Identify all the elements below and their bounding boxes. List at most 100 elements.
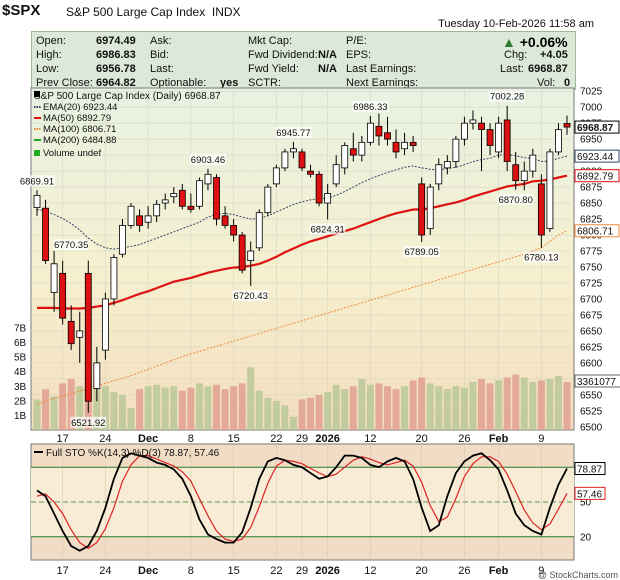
candle-body xyxy=(264,186,272,214)
volume-tick-label: 6B xyxy=(14,338,27,349)
price-annotation: 6780.13 xyxy=(524,253,558,264)
volume-bar xyxy=(409,380,417,430)
sto-x-axis-label: 24 xyxy=(99,565,111,577)
volume-bar xyxy=(230,386,238,430)
annotation-bg xyxy=(489,90,526,102)
price-tick-label: 6975 xyxy=(580,119,603,130)
candle-body xyxy=(238,234,246,271)
volume-bar xyxy=(341,389,349,430)
sto-d-badge: 57.46 xyxy=(577,489,602,500)
candle-body xyxy=(42,207,49,261)
sto-x-axis-label: 17 xyxy=(57,565,69,577)
mktcap-label: Mkt Cap: xyxy=(248,35,293,47)
annotation-bg xyxy=(309,223,346,235)
candle-body xyxy=(110,257,118,300)
price-tick-label: 6500 xyxy=(580,422,603,433)
watermark: @ StockCharts.com xyxy=(537,570,618,580)
sto-k-badge-box xyxy=(574,462,606,476)
candle-body xyxy=(178,189,186,207)
volume-bar xyxy=(315,395,323,430)
candle-body xyxy=(332,164,340,185)
price-tick-label: 6750 xyxy=(580,262,603,273)
volume-bar xyxy=(84,377,92,430)
open-label: Open: xyxy=(36,35,66,47)
price-tick-label: 6925 xyxy=(580,151,603,162)
fwd-yield-label: Fwd Yield: xyxy=(248,63,299,75)
legend-ma200: MA(200) 6484.88 xyxy=(43,135,116,146)
price-panel-bg xyxy=(30,87,575,431)
volume-bar xyxy=(443,389,451,430)
candle-body xyxy=(76,330,84,338)
volume-bar xyxy=(435,386,443,430)
sto-x-axis-label: 26 xyxy=(458,565,470,577)
price-annotation: 6986.33 xyxy=(353,102,387,113)
volume-tick-label: 3B xyxy=(14,382,27,393)
ask-label: Ask: xyxy=(150,35,172,47)
last-price-badge: 6968.87 xyxy=(577,123,614,134)
last2-value: 6968.87 xyxy=(528,63,568,75)
legend-candle-icon xyxy=(34,91,40,97)
vol-value: 0 xyxy=(564,77,571,89)
sto-k-line xyxy=(36,452,568,552)
x-axis-label: 8 xyxy=(188,433,194,445)
ma50-badge: 6892.79 xyxy=(577,172,614,183)
x-axis-label: Dec xyxy=(138,433,158,445)
candle-body xyxy=(204,173,212,185)
high-value: 6986.83 xyxy=(96,49,136,61)
ema20-line xyxy=(36,153,568,250)
price-annotation: 6903.46 xyxy=(191,155,225,166)
candle-body xyxy=(230,225,238,236)
price-annotation: 6720.43 xyxy=(234,291,268,302)
candle-body xyxy=(555,129,562,153)
ma50-line xyxy=(37,174,568,310)
volume-badge: 3361077 xyxy=(577,377,616,388)
volume-bar xyxy=(392,389,400,430)
eps-label: EPS: xyxy=(346,49,372,61)
price-annotation: 6945.77 xyxy=(276,128,310,139)
volume-bar xyxy=(110,392,118,430)
candle-body xyxy=(290,148,297,153)
volume-bar xyxy=(42,389,50,430)
x-axis-label: 9 xyxy=(538,433,544,445)
prev-close-value: 6964.82 xyxy=(96,77,136,89)
x-axis-label: Feb xyxy=(489,433,509,445)
candle-body xyxy=(418,183,426,236)
next-earnings-label: Next Earnings: xyxy=(346,77,419,89)
candle-body xyxy=(281,151,289,169)
candle-body xyxy=(469,119,477,124)
price-tick-label: 6575 xyxy=(580,374,603,385)
bid-label: Bid: xyxy=(150,49,169,61)
candle-body xyxy=(84,272,92,402)
volume-bar xyxy=(136,389,144,430)
price-tick-label: 6825 xyxy=(580,215,603,226)
candle-body xyxy=(341,145,349,169)
volume-bar xyxy=(195,383,203,430)
candle-body xyxy=(478,122,485,130)
candle-body xyxy=(520,170,528,182)
candle-body xyxy=(170,193,178,198)
legend-ema20: EMA(20) 6923.44 xyxy=(43,102,117,113)
sto-legend: Full STO %K(14,3) %D(3) 78.87, 57.46 xyxy=(46,448,220,459)
volume-badge-box xyxy=(574,374,620,388)
x-axis-label: 15 xyxy=(227,433,239,445)
volume-bar xyxy=(298,399,306,430)
volume-bar xyxy=(546,378,554,430)
candle-body xyxy=(461,122,468,140)
sto-x-axis-label: 2026 xyxy=(315,565,339,577)
candle-body xyxy=(392,141,400,153)
volume-bar xyxy=(426,383,434,430)
price-tick-label: 6875 xyxy=(580,183,603,194)
price-tick-label: 6700 xyxy=(580,294,603,305)
annotation-bg xyxy=(403,246,440,258)
volume-bar xyxy=(324,392,332,430)
volume-bar xyxy=(495,380,503,430)
candle-body xyxy=(384,132,391,140)
volume-bar xyxy=(452,386,460,430)
sctr-label: SCTR: xyxy=(248,77,281,89)
volume-bar xyxy=(118,395,126,430)
volume-bar xyxy=(67,378,75,430)
annotation-bg xyxy=(275,126,312,138)
volume-tick-label: 7B xyxy=(14,323,27,334)
index-name-text: S&P 500 Large Cap Index xyxy=(66,5,206,19)
volume-bar xyxy=(204,386,212,430)
